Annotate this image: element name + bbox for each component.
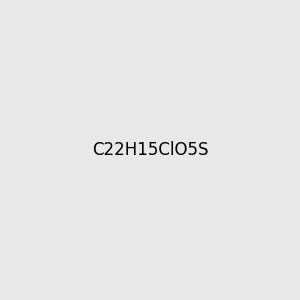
Text: C22H15ClO5S: C22H15ClO5S (92, 141, 208, 159)
